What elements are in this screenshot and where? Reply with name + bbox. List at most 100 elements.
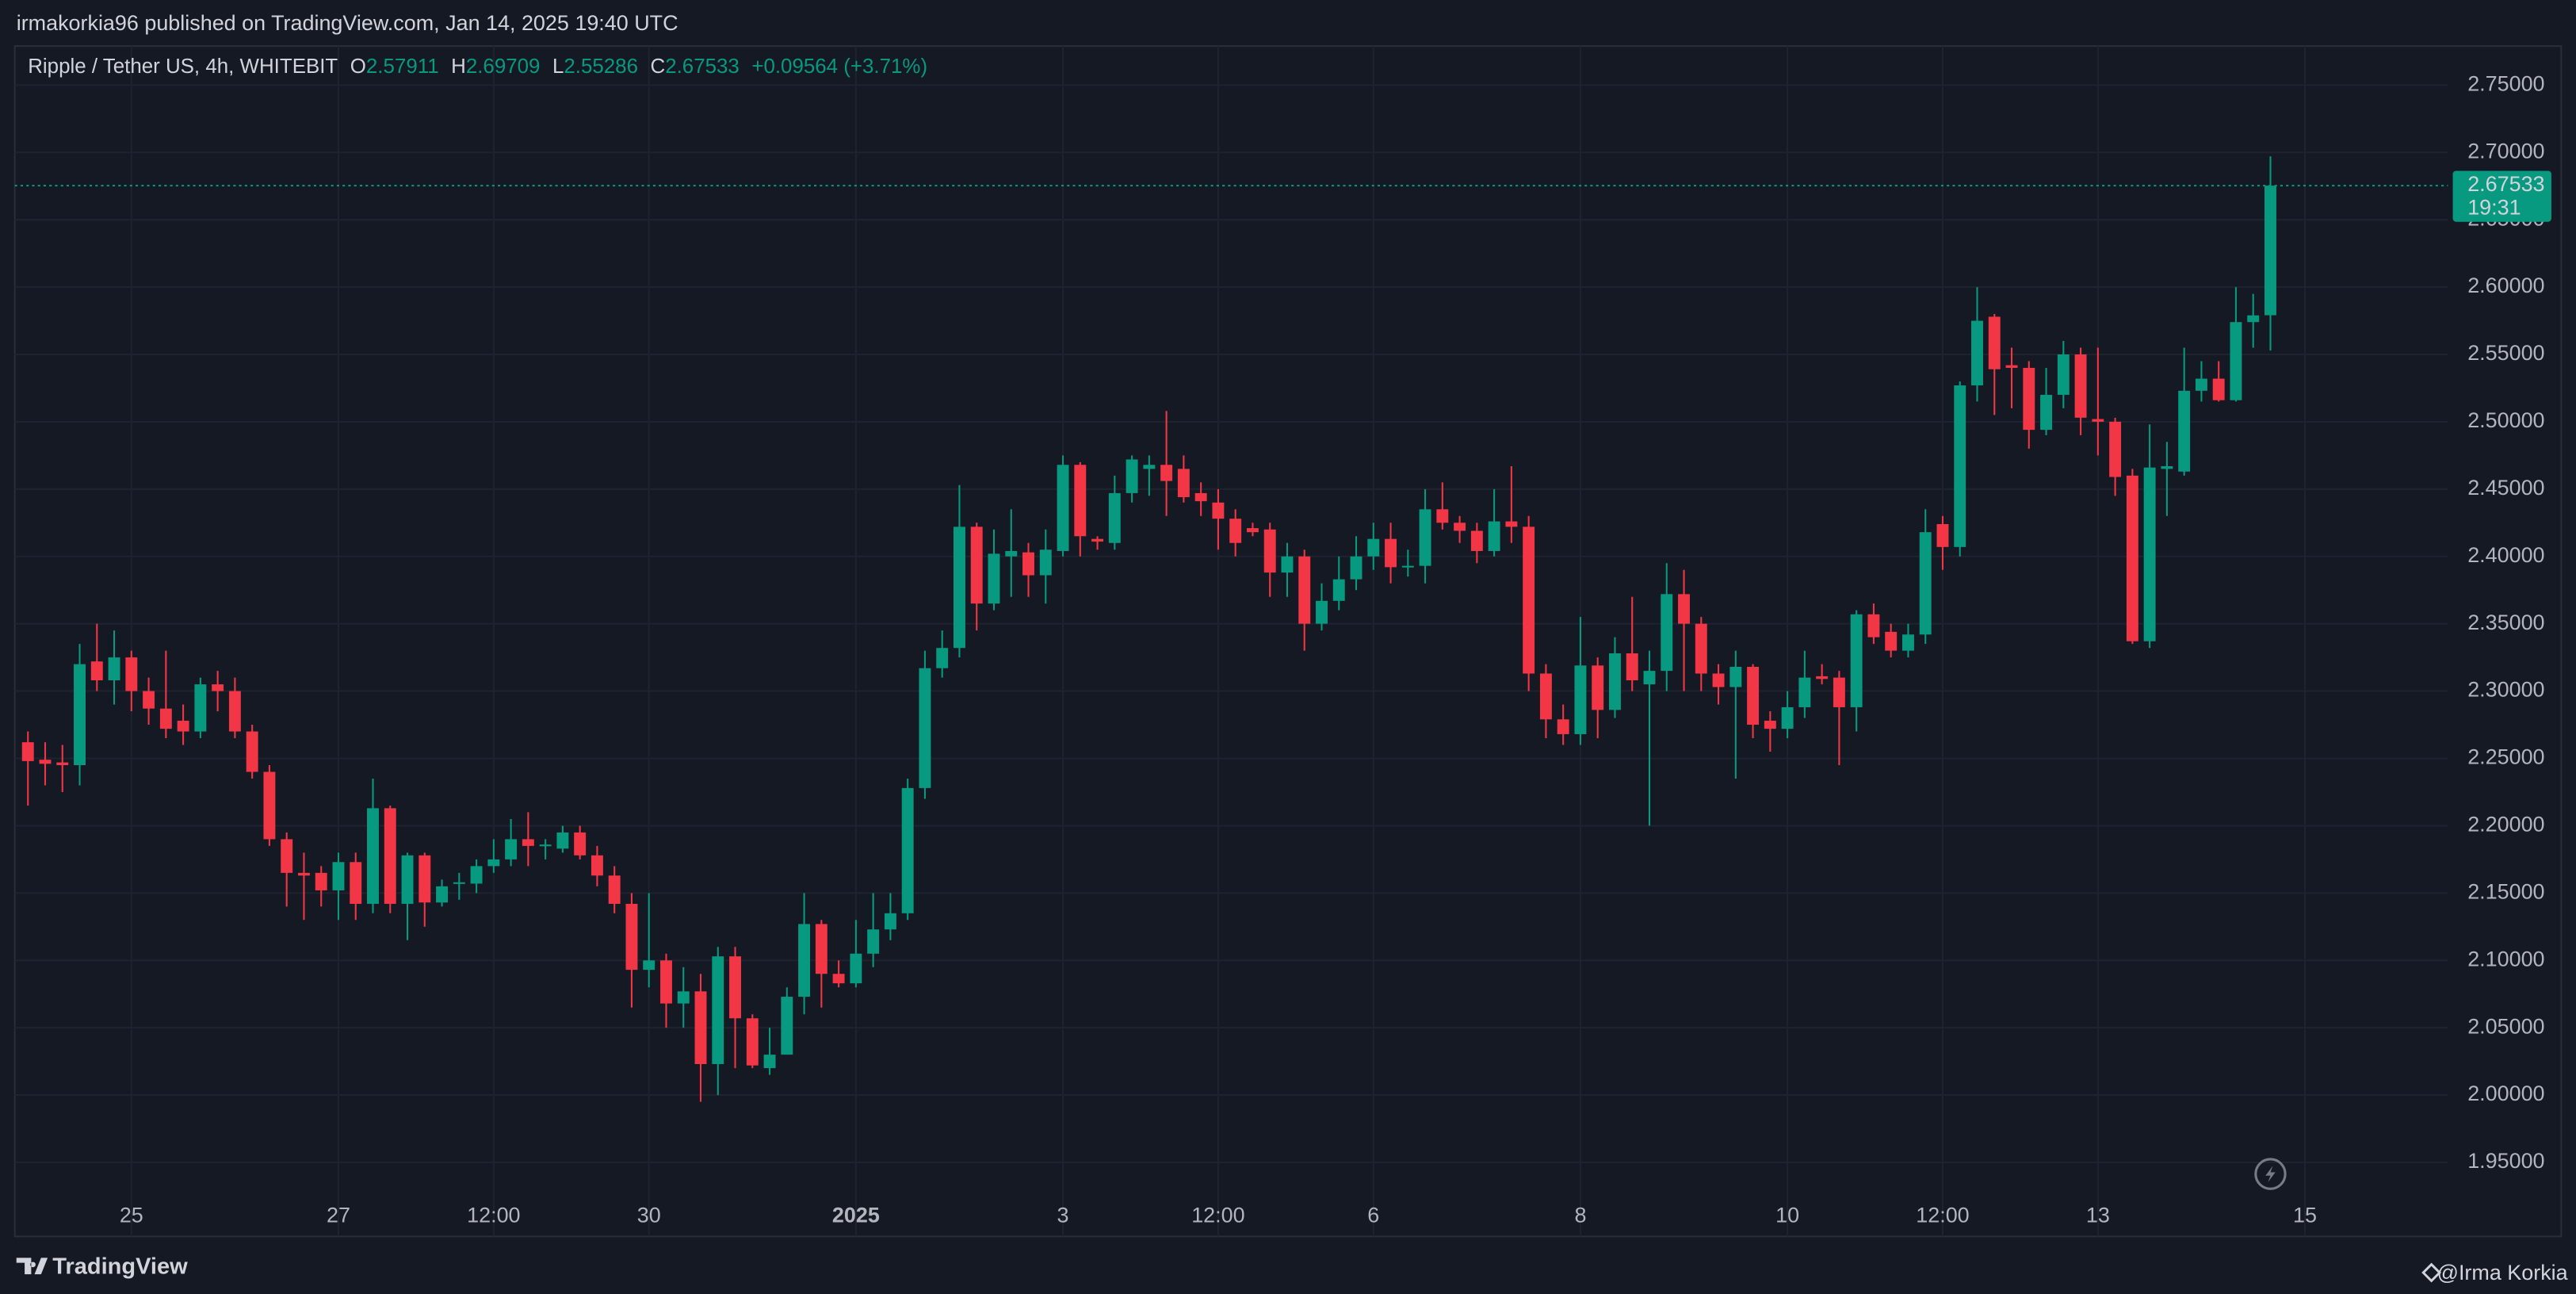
candle-body — [798, 924, 811, 997]
candle-body — [2161, 465, 2173, 469]
candle-body — [297, 872, 310, 876]
candle-body — [74, 664, 86, 765]
close-label: C — [651, 56, 666, 78]
x-tick-label: 8 — [1574, 1204, 1586, 1227]
candle-body — [1212, 502, 1225, 519]
candle-body — [1643, 671, 1656, 685]
candle-body — [1523, 526, 1535, 674]
candle-body — [1798, 677, 1811, 707]
candle-body — [574, 832, 587, 856]
legend: Ripple / Tether US, 4h, WHITEBIT O2.5791… — [28, 56, 927, 78]
change: +0.09564 (+3.71%) — [751, 56, 927, 78]
candle-body — [1194, 492, 1207, 502]
candle-body — [1367, 538, 1380, 557]
candle-body — [1592, 665, 1604, 710]
x-tick-label: 27 — [327, 1204, 350, 1227]
last-price-label: 2.67533 — [2467, 172, 2544, 196]
candle-body — [453, 882, 465, 884]
candle-body — [1936, 523, 1949, 547]
candle-body — [643, 960, 655, 970]
labels: 1.95000 2.00000 2.05000 2.10000 2.15000 2.200… — [120, 71, 2545, 1227]
candle-body — [677, 991, 690, 1004]
candle-body — [970, 526, 983, 604]
candle-body — [2265, 186, 2276, 316]
candle-body — [177, 720, 189, 732]
y-tick-label: 2.25000 — [2467, 745, 2544, 769]
y-tick-label: 2.10000 — [2467, 947, 2544, 970]
x-tick-label: 12:00 — [1191, 1204, 1244, 1227]
candle-body — [1850, 614, 1863, 707]
candle-body — [90, 661, 103, 680]
candles — [21, 156, 2276, 1102]
candle-body — [487, 859, 500, 867]
candle-body — [1316, 600, 1328, 624]
candle-body — [1350, 556, 1363, 580]
candle-body — [1091, 538, 1104, 542]
candle-body — [1281, 556, 1294, 573]
candle-body — [763, 1055, 776, 1069]
candle-body — [436, 886, 449, 903]
candle-body — [1143, 465, 1156, 469]
candle-body — [401, 855, 414, 904]
last-price-box — [2452, 170, 2551, 222]
open-value: 2.57911 — [366, 56, 439, 78]
y-tick-label: 2.20000 — [2467, 813, 2544, 837]
grid — [14, 46, 2448, 1237]
candle-body — [419, 855, 431, 903]
candle-body — [1609, 653, 1621, 710]
candle-body — [2057, 354, 2070, 395]
candle-body — [2040, 394, 2053, 431]
candle-body — [125, 657, 138, 691]
candle-body — [228, 691, 241, 732]
candle-body — [1454, 523, 1466, 531]
close-value: 2.67533 — [665, 56, 740, 78]
x-tick-label: 12:00 — [1916, 1204, 1969, 1227]
candle-body — [832, 974, 845, 984]
candle-body — [953, 526, 965, 649]
y-tick-label: 1.95000 — [2467, 1149, 2544, 1173]
candle-body — [608, 875, 621, 904]
candle-body — [281, 839, 293, 873]
candle-body — [1039, 549, 1052, 576]
candle-body — [2126, 475, 2138, 641]
x-tick-label: 10 — [1775, 1204, 1799, 1227]
candle-body — [159, 708, 172, 729]
candle-body — [1729, 667, 1742, 687]
y-tick-label: 2.55000 — [2467, 341, 2544, 365]
candle-body — [315, 872, 327, 890]
x-tick-label: 30 — [637, 1204, 661, 1227]
candle-body — [1160, 465, 1173, 481]
candle-body — [1833, 677, 1845, 707]
high-label: H — [451, 56, 466, 78]
brand-logo — [16, 1258, 48, 1275]
candle-body — [212, 684, 224, 691]
candle-body — [470, 866, 483, 884]
candle-body — [194, 684, 207, 732]
candle-body — [1246, 528, 1259, 533]
candle-body — [729, 956, 741, 1019]
candle-body — [1919, 532, 1932, 635]
candle-body — [246, 731, 258, 772]
candle-body — [625, 903, 638, 970]
x-tick-label: 3 — [1057, 1204, 1069, 1227]
y-tick-label: 2.60000 — [2467, 274, 2544, 297]
candle-body — [884, 913, 896, 930]
candle-body — [815, 924, 827, 974]
candle-body — [1695, 623, 1707, 674]
candle-body — [1177, 469, 1190, 498]
candle-body — [781, 997, 793, 1055]
candle-body — [2247, 315, 2260, 323]
y-tick-label: 2.15000 — [2467, 879, 2544, 903]
x-tick-label: 2025 — [832, 1204, 880, 1227]
candle-body — [1436, 509, 1449, 523]
y-tick-label: 2.35000 — [2467, 611, 2544, 634]
candle-body — [1074, 465, 1087, 537]
candle-body — [2109, 421, 2122, 477]
candle-body — [2212, 378, 2225, 400]
y-tick-label: 2.00000 — [2467, 1082, 2544, 1105]
y-tick-label: 2.70000 — [2467, 139, 2544, 163]
candle-body — [1747, 667, 1760, 725]
x-tick-label: 12:00 — [467, 1204, 520, 1227]
candle-body — [350, 862, 362, 904]
